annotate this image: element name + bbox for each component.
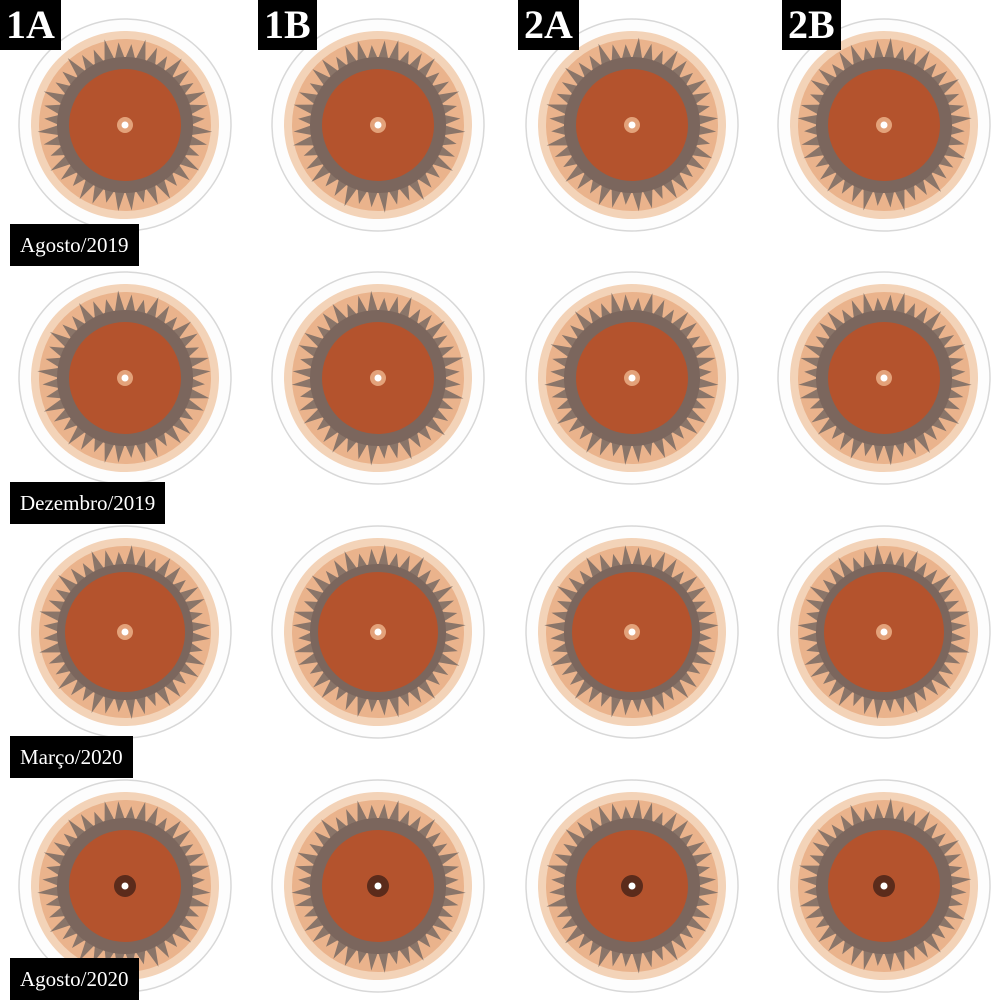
center-hole — [375, 122, 382, 129]
chromatogram — [526, 272, 738, 484]
chromatogram — [19, 272, 231, 484]
row-label: Março/2020 — [10, 736, 133, 778]
center-hole — [629, 629, 636, 636]
center-hole — [122, 375, 129, 382]
chromatogram — [272, 526, 484, 738]
column-label: 2A — [518, 0, 579, 50]
center-hole — [375, 629, 382, 636]
chromatogram — [19, 19, 231, 231]
center-hole — [629, 883, 636, 890]
chromatogram — [526, 526, 738, 738]
column-label: 2B — [782, 0, 841, 50]
chromatogram — [272, 272, 484, 484]
column-label: 1B — [258, 0, 317, 50]
figure: 1A 1B 2A 2B Agosto/2019 Dezembro/2019 Ma… — [0, 0, 998, 1002]
chromatogram — [526, 19, 738, 231]
center-hole — [629, 122, 636, 129]
row-label: Agosto/2020 — [10, 958, 139, 1000]
center-hole — [375, 375, 382, 382]
center-hole — [881, 375, 888, 382]
center-hole — [375, 883, 382, 890]
row-label: Dezembro/2019 — [10, 482, 165, 524]
chromatogram — [272, 19, 484, 231]
center-hole — [881, 122, 888, 129]
center-hole — [122, 883, 129, 890]
chromatogram — [778, 526, 990, 738]
column-label: 1A — [0, 0, 61, 50]
row-label: Agosto/2019 — [10, 224, 139, 266]
chromatogram — [778, 272, 990, 484]
center-hole — [881, 883, 888, 890]
chromatogram — [778, 780, 990, 992]
center-hole — [881, 629, 888, 636]
center-hole — [122, 122, 129, 129]
chromatogram — [526, 780, 738, 992]
center-hole — [122, 629, 129, 636]
center-hole — [629, 375, 636, 382]
chromatogram — [778, 19, 990, 231]
chromatogram — [272, 780, 484, 992]
chromatogram — [19, 526, 231, 738]
